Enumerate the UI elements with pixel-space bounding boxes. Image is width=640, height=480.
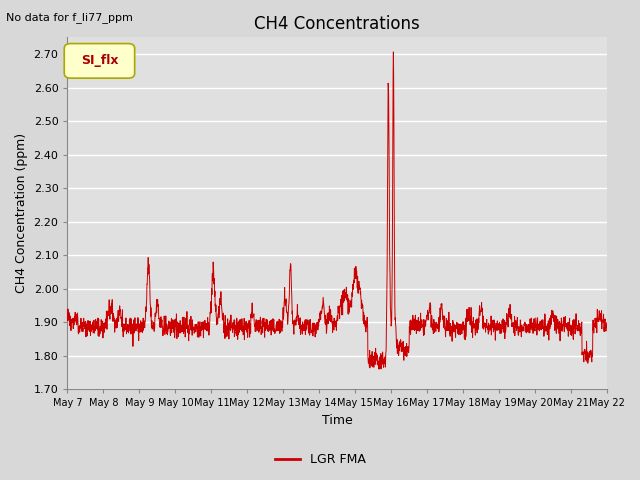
Text: No data for f_li77_ppm: No data for f_li77_ppm: [6, 12, 133, 23]
Legend: LGR FMA: LGR FMA: [269, 448, 371, 471]
Title: CH4 Concentrations: CH4 Concentrations: [254, 15, 420, 33]
Y-axis label: CH4 Concentration (ppm): CH4 Concentration (ppm): [15, 133, 28, 293]
X-axis label: Time: Time: [322, 414, 353, 427]
Text: SI_flx: SI_flx: [81, 54, 118, 67]
